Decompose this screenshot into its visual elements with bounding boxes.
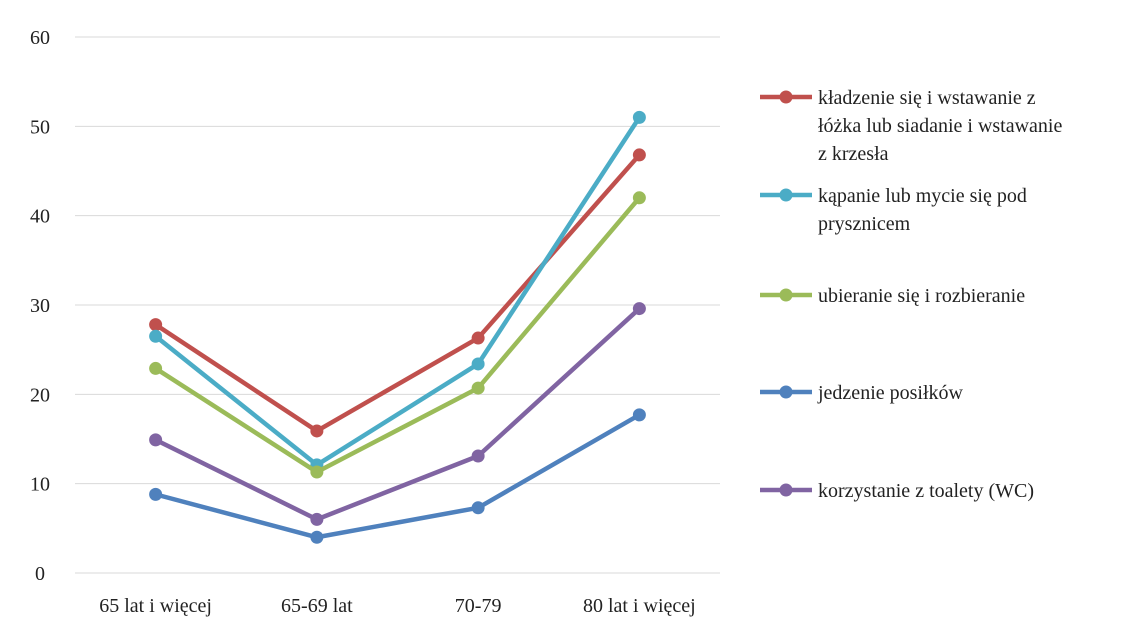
- data-point: [310, 465, 324, 479]
- series-3: [149, 191, 646, 479]
- y-tick-label: 50: [30, 116, 50, 138]
- y-tick-label: 10: [30, 474, 50, 496]
- series-line: [153, 152, 642, 434]
- x-tick-label: 65 lat i więcej: [99, 595, 212, 617]
- legend: kładzenie się i wstawanie z łóżka lub sia…: [760, 87, 1062, 502]
- data-point: [471, 381, 485, 395]
- data-point: [149, 487, 163, 501]
- data-point: [310, 512, 324, 526]
- data-point: [471, 331, 485, 345]
- data-point: [471, 357, 485, 371]
- legend-label: łóżka lub siadanie i wstawanie: [818, 115, 1062, 137]
- grid-layer: [75, 36, 720, 574]
- series-2: [149, 110, 646, 472]
- data-point: [632, 408, 646, 422]
- x-axis: 65 lat i więcej 65-69 lat 70-79 80 lat i wi…: [99, 595, 695, 617]
- legend-label: kąpanie lub mycie się pod: [818, 185, 1027, 207]
- data-point: [632, 110, 646, 124]
- x-tick-label: 70-79: [455, 595, 502, 617]
- legend-swatch-marker: [779, 385, 793, 399]
- y-tick-label: 0: [35, 563, 45, 585]
- legend-label: prysznicem: [818, 213, 911, 235]
- series-line: [153, 306, 642, 522]
- y-tick-label: 60: [30, 27, 50, 49]
- series-line: [153, 412, 642, 540]
- data-point: [471, 449, 485, 463]
- data-point: [149, 318, 163, 332]
- data-point: [632, 302, 646, 316]
- series-line: [153, 195, 642, 475]
- data-point: [149, 361, 163, 375]
- x-tick-label: 80 lat i więcej: [583, 595, 696, 617]
- x-tick-label: 65-69 lat: [281, 595, 353, 617]
- data-point: [632, 148, 646, 162]
- series-line: [153, 115, 642, 468]
- series-1: [149, 148, 646, 438]
- legend-label: korzystanie z toalety (WC): [818, 480, 1034, 502]
- y-tick-label: 40: [30, 206, 50, 228]
- legend-swatch-marker: [779, 90, 793, 104]
- legend-entry-4: jedzenie posiłków: [760, 382, 964, 404]
- series-layer: [149, 110, 646, 544]
- legend-entry-3: ubieranie się i rozbieranie: [760, 285, 1025, 307]
- data-point: [471, 501, 485, 515]
- legend-entry-1: kładzenie się i wstawanie z łóżka lub sia…: [760, 87, 1062, 165]
- y-tick-label: 20: [30, 384, 50, 406]
- data-point: [149, 329, 163, 343]
- legend-swatch-marker: [779, 483, 793, 497]
- y-axis: 0 10 20 30 40 50 60: [30, 27, 50, 585]
- y-tick-label: 30: [30, 295, 50, 317]
- legend-label: jedzenie posiłków: [817, 382, 964, 404]
- data-point: [149, 433, 163, 447]
- legend-label: kładzenie się i wstawanie z: [818, 87, 1036, 109]
- data-point: [310, 530, 324, 544]
- legend-entry-2: kąpanie lub mycie się pod prysznicem: [760, 185, 1027, 235]
- legend-swatch-marker: [779, 288, 793, 302]
- series-4: [149, 408, 646, 544]
- legend-label: ubieranie się i rozbieranie: [818, 285, 1025, 307]
- data-point: [310, 424, 324, 438]
- legend-swatch-marker: [779, 188, 793, 202]
- series-5: [149, 302, 646, 526]
- data-point: [632, 191, 646, 205]
- legend-entry-5: korzystanie z toalety (WC): [760, 480, 1034, 502]
- legend-label: z krzesła: [818, 143, 889, 165]
